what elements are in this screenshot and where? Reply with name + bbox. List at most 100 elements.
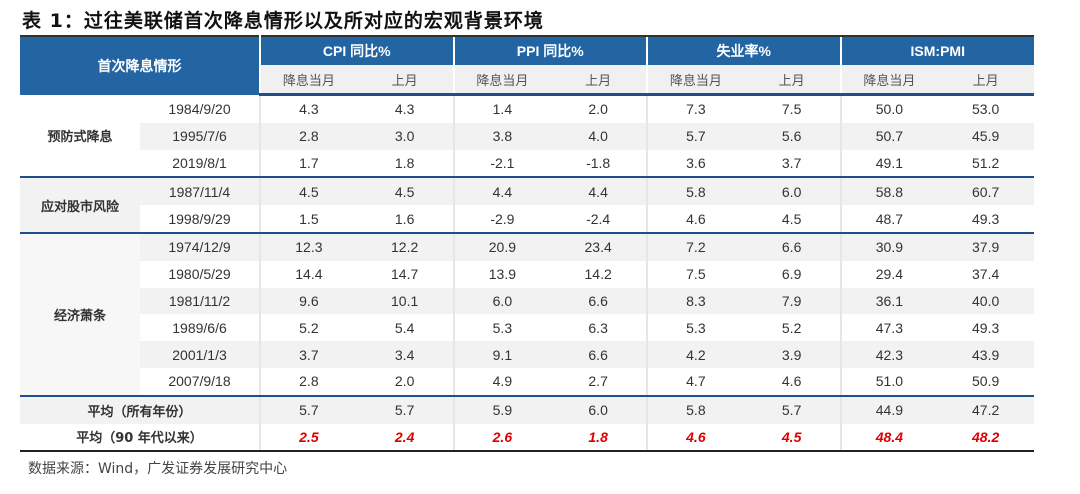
date-cell: 1981/11/2	[140, 287, 260, 315]
table-row: 1989/6/6 5.2 5.4 5.3 6.3 5.3 5.2 47.3 49.3	[20, 314, 1034, 342]
average-value: 4.5	[743, 423, 841, 453]
subheader-prev-month: 上月	[356, 65, 454, 96]
average-label: 平均（90 年代以来）	[20, 423, 260, 453]
date-cell: 2001/1/3	[140, 341, 260, 368]
value-cell: 4.7	[646, 367, 744, 397]
table-row: 预防式降息 1984/9/20 4.3 4.3 1.4 2.0 7.3 7.5 50.0 53.0	[20, 94, 1034, 179]
value-cell: 5.4	[394, 319, 415, 336]
table-row: 1981/11/2 9.6 10.1 6.0 6.6 8.3 7.9 36.1 40.0	[20, 287, 1035, 315]
value-cell: 6.6	[743, 232, 841, 261]
value-cell: 5.7	[646, 122, 744, 150]
value-cell: 4.0	[550, 122, 647, 150]
date-cell: 1987/11/4	[140, 177, 260, 206]
header-pmi: ISM:PMI	[839, 35, 1035, 65]
date-cell: 2007/9/18	[140, 367, 260, 397]
value-cell: 37.9	[937, 232, 1035, 261]
value-cell: 6.9	[781, 266, 802, 283]
group-label: 预防式降息	[20, 94, 140, 179]
value-cell: 51.2	[937, 149, 1035, 179]
average-value: 47.2	[937, 395, 1035, 424]
value-cell: -2.9	[452, 205, 551, 234]
average-value: 5.7	[743, 395, 841, 424]
value-cell: 6.0	[452, 287, 551, 315]
value-cell: 37.4	[972, 266, 1000, 283]
value-cell: 8.3	[646, 287, 744, 315]
value-cell: 50.7	[839, 122, 938, 150]
subheader-cut-month: 降息当月	[452, 65, 551, 96]
value-cell: 5.3	[452, 314, 551, 342]
table-title: 表 1：过往美联储首次降息情形以及所对应的宏观背景环境	[22, 10, 544, 32]
value-cell: 5.6	[743, 122, 841, 150]
average-value: 1.8	[550, 423, 647, 453]
average-value: 48.4	[839, 423, 938, 453]
value-cell: 5.2	[781, 319, 802, 336]
value-cell: 2.8	[259, 367, 357, 397]
table-row: 2001/1/3 3.7 3.4 9.1 6.6 4.2 3.9 42.3 43.9	[20, 341, 1035, 368]
table-row: 2007/9/18 2.8 2.0 4.9 2.7 4.7 4.6 51.0 50.9	[20, 367, 1035, 397]
value-cell: 2.8	[259, 122, 357, 150]
average-value: 2.4	[356, 423, 454, 453]
value-cell: 48.7	[839, 205, 938, 234]
table-row: 1995/7/6 2.8 3.0 3.8 4.0 5.7 5.6 50.7 45.9	[20, 122, 1035, 150]
value-cell: 5.8	[646, 177, 744, 206]
value-cell: 3.6	[646, 149, 744, 179]
header-corner: 首次降息情形	[20, 35, 261, 95]
value-cell: 45.9	[937, 122, 1035, 150]
value-cell: 7.3	[646, 94, 744, 123]
value-cell: 58.8	[839, 177, 938, 206]
value-cell: 4.6	[743, 367, 841, 397]
value-cell: -2.1	[452, 149, 551, 179]
table-row: 经济萧条 1974/12/9 12.3 12.2 20.9 23.4 7.2 6.6 30.9 3…	[20, 232, 1035, 397]
value-cell: 9.6	[259, 287, 357, 315]
average-value: 5.7	[356, 395, 454, 424]
value-cell: 30.9	[839, 232, 938, 261]
value-cell: 4.3	[394, 101, 415, 118]
value-cell: -1.8	[550, 149, 647, 179]
value-cell: 5.3	[646, 314, 744, 342]
date-cell: 1980/5/29	[168, 266, 231, 283]
value-cell: 14.2	[584, 266, 612, 283]
header-unemployment: 失业率%	[646, 35, 841, 65]
subheader-cut-month: 降息当月	[259, 65, 357, 96]
value-cell: 1.5	[259, 205, 357, 234]
value-cell: 42.3	[839, 341, 938, 368]
value-cell: 51.0	[839, 367, 938, 397]
value-cell: 43.9	[937, 341, 1035, 368]
table-row: 应对股市风险 1987/11/4 4.5 4.5 4.4 4.4 5.8 6.0 58.8 60.…	[20, 177, 1035, 234]
subheader-prev-month: 上月	[550, 65, 647, 96]
value-cell: 13.9	[452, 260, 551, 288]
average-label: 平均（所有年份）	[20, 395, 260, 424]
average-value: 44.9	[839, 395, 938, 424]
header-ppi: PPI 同比%	[452, 35, 647, 65]
value-cell: 50.0	[839, 94, 938, 123]
date-cell: 2019/8/1	[140, 149, 260, 179]
value-cell: 4.4	[452, 177, 551, 206]
value-cell: 3.7	[743, 149, 841, 179]
value-cell: 12.3	[259, 232, 357, 261]
value-cell: 7.2	[646, 232, 744, 261]
average-value: 48.2	[937, 423, 1035, 453]
value-cell: 10.1	[356, 287, 454, 315]
average-value: 6.0	[550, 395, 647, 424]
average-value: 2.5	[259, 423, 357, 453]
group-label: 经济萧条	[20, 232, 140, 397]
rate-cut-table: 首次降息情形 CPI 同比% PPI 同比% 失业率% ISM:PMI 降息当月…	[20, 35, 1035, 453]
value-cell: 3.8	[452, 122, 551, 150]
value-cell: 7.5	[781, 101, 802, 118]
average-row: 平均（90 年代以来） 2.5 2.4 2.6 1.8 4.6 4.5 48.4 48.2	[20, 423, 1035, 453]
subheader-prev-month: 上月	[743, 65, 841, 96]
average-value: 5.8	[646, 395, 744, 424]
subheader-prev-month: 上月	[937, 65, 1035, 96]
date-cell: 1984/9/20	[168, 100, 231, 117]
value-cell: 60.7	[937, 177, 1035, 206]
value-cell: 4.2	[646, 341, 744, 368]
value-cell: -2.4	[550, 205, 647, 234]
value-cell: 36.1	[839, 287, 938, 315]
header-cpi: CPI 同比%	[259, 35, 454, 65]
value-cell: 7.5	[646, 260, 744, 288]
average-value: 4.6	[646, 423, 744, 453]
value-cell: 14.4	[259, 260, 357, 288]
value-cell: 2.0	[356, 367, 454, 397]
value-cell: 49.3	[972, 319, 1000, 336]
value-cell: 4.3	[259, 94, 357, 123]
